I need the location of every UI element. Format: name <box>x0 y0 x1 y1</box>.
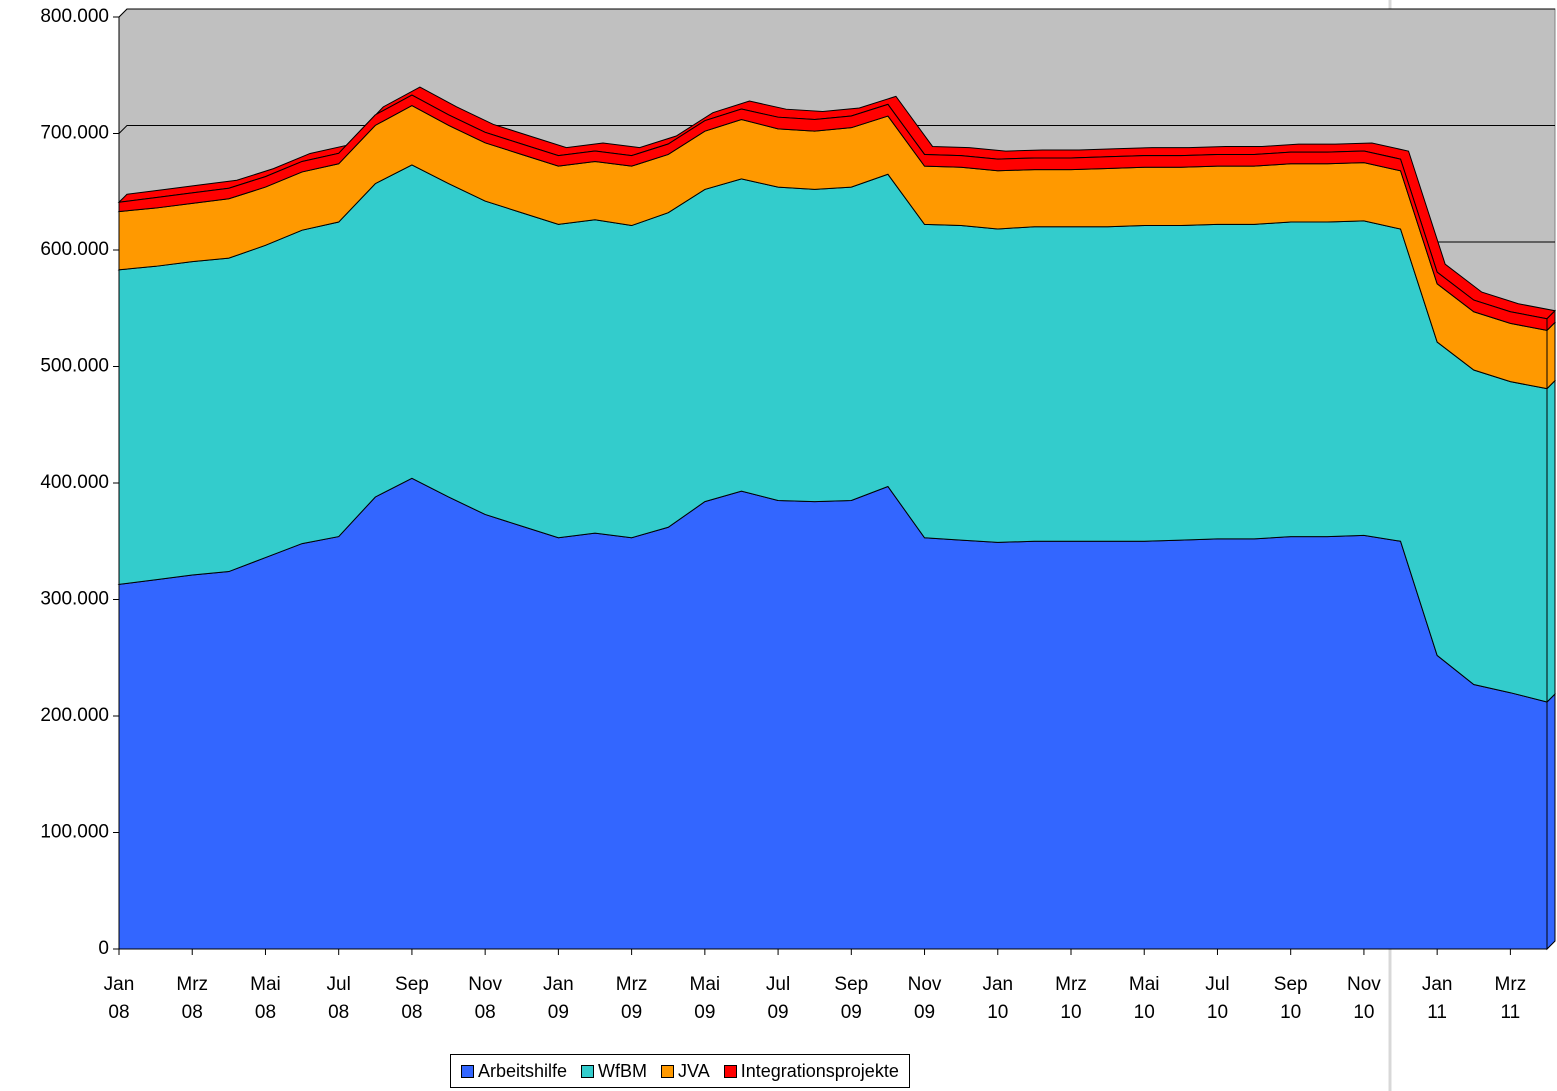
x-tick-label: Jan 11 <box>1421 974 1453 1023</box>
x-tick-label: Sep 08 <box>395 974 429 1023</box>
y-tick-label: 400.000 <box>40 472 109 493</box>
legend-swatch <box>461 1064 474 1078</box>
x-tick-label: Jan 08 <box>103 974 135 1023</box>
legend-item: WfBM <box>581 1061 647 1082</box>
area-side-face <box>1546 692 1556 951</box>
x-tick-label: Sep 10 <box>1273 974 1308 1023</box>
legend-label: JVA <box>678 1060 710 1081</box>
legend-label: Integrationsprojekte <box>740 1060 899 1081</box>
x-tick-label: Jul 09 <box>765 974 791 1023</box>
grid-line <box>118 8 1555 18</box>
legend-swatch <box>661 1064 675 1078</box>
legend-label: WfBM <box>598 1060 648 1081</box>
legend-swatch <box>581 1064 595 1078</box>
y-tick-label: 600.000 <box>40 239 109 260</box>
y-tick-label: 300.000 <box>40 589 109 610</box>
x-tick-label: Mrz 09 <box>615 974 648 1023</box>
legend-item: Integrationsprojekte <box>723 1060 899 1082</box>
legend-label: Arbeitshilfe <box>478 1060 568 1081</box>
x-tick-label: Nov 10 <box>1347 974 1381 1023</box>
x-tick-label: Mrz 11 <box>1494 974 1527 1023</box>
legend: Arbeitshilfe WfBM JVA Integrationsprojekte <box>450 1054 910 1088</box>
y-tick-label: 500.000 <box>40 356 109 377</box>
x-tick-label: Mrz 08 <box>176 974 209 1023</box>
x-tick-label: Jul 10 <box>1205 974 1230 1023</box>
y-tick-label: 100.000 <box>40 822 109 843</box>
legend-item: Arbeitshilfe <box>461 1061 567 1082</box>
area-side-face <box>1546 379 1556 704</box>
x-tick-label: Mai 08 <box>250 974 281 1023</box>
x-tick-label: Nov 09 <box>907 974 942 1023</box>
area-side-face <box>1546 321 1556 390</box>
x-tick-label: Jan 09 <box>543 974 574 1023</box>
area-side-face <box>1546 309 1556 332</box>
y-tick-label: 700.000 <box>40 123 109 144</box>
y-tick-label: 800.000 <box>40 6 109 27</box>
x-tick-label: Mai 09 <box>689 974 721 1023</box>
x-tick-label: Jul 08 <box>326 974 351 1023</box>
y-tick-label: 200.000 <box>40 705 109 726</box>
legend-swatch <box>723 1064 737 1078</box>
x-tick-label: Mai 10 <box>1128 974 1160 1023</box>
legend-item: JVA <box>661 1061 710 1082</box>
area <box>118 477 1548 950</box>
x-tick-label: Jan 10 <box>982 974 1014 1023</box>
grid-line <box>118 125 1555 134</box>
x-tick-label: Sep 09 <box>834 974 869 1023</box>
x-tick-label: Nov 08 <box>468 974 503 1023</box>
x-tick-label: Mrz 10 <box>1055 974 1087 1023</box>
y-tick-label: 0 <box>98 938 109 959</box>
